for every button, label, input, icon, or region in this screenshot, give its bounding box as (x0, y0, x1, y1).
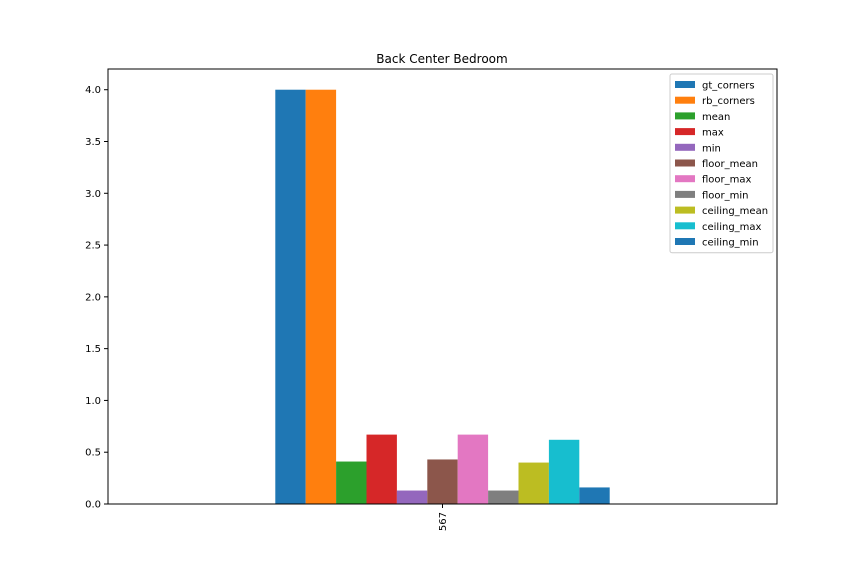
legend-label-ceiling-mean: ceiling_mean (702, 206, 768, 217)
bar-ceiling-min (579, 487, 610, 504)
y-tick-label: 1.5 (85, 344, 101, 355)
bar-mean (336, 461, 367, 504)
legend-label-floor-min: floor_min (702, 190, 749, 201)
bar-min (396, 490, 428, 504)
legend-swatch-gt-corners (675, 81, 695, 88)
bar-ceiling-mean (518, 462, 549, 504)
x-tick-label: 567 (438, 512, 449, 531)
y-tick-label: 0.0 (85, 500, 101, 511)
legend-label-max: max (702, 128, 724, 139)
x-axis: 567 (438, 504, 449, 531)
bar-floor-mean (427, 459, 458, 504)
y-axis: 0.0 0.5 1.0 1.5 2.0 2.5 3.0 3.5 4.0 (85, 85, 108, 511)
bar-floor-max (457, 434, 489, 504)
y-tick-label: 2.0 (85, 292, 101, 303)
legend-swatch-ceiling-min (675, 238, 695, 245)
legend-label-floor-mean: floor_mean (702, 159, 758, 170)
legend-label-rb-corners: rb_corners (702, 96, 755, 107)
legend-swatch-min (675, 143, 695, 151)
y-tick-label: 3.0 (85, 189, 101, 200)
legend-label-gt-corners: gt_corners (702, 81, 755, 92)
bar-ceiling-max (548, 439, 580, 504)
bar-floor-min (488, 490, 519, 504)
legend-swatch-mean (675, 112, 695, 120)
y-tick-label: 0.5 (85, 448, 101, 459)
legend-swatch-floor-min (675, 190, 695, 198)
legend-label-mean: mean (702, 112, 730, 123)
legend-label-ceiling-min: ceiling_min (702, 238, 759, 249)
legend-swatch-max (675, 128, 695, 136)
y-tick-label: 1.0 (85, 396, 101, 407)
bars-group (275, 89, 610, 505)
legend-swatch-ceiling-max (675, 222, 695, 230)
legend-label-floor-max: floor_max (702, 175, 752, 186)
legend-box (669, 73, 774, 254)
legend-swatch-floor-mean (675, 159, 695, 167)
plot-frame (107, 68, 778, 505)
legend-swatch-ceiling-mean (675, 206, 695, 214)
bar-rb-corners (305, 89, 337, 505)
y-tick-label: 4.0 (85, 85, 101, 96)
legend-label-ceiling-max: ceiling_max (702, 222, 762, 233)
legend-swatch-rb-corners (675, 96, 695, 104)
chart-title: Back Center Bedroom (376, 52, 507, 66)
bar-max (366, 434, 397, 504)
legend-label-min: min (702, 143, 721, 154)
y-tick-label: 2.5 (85, 241, 101, 252)
bar-gt-corners (275, 89, 306, 505)
y-tick-label: 3.5 (85, 137, 101, 148)
legend-swatch-floor-max (675, 175, 695, 183)
